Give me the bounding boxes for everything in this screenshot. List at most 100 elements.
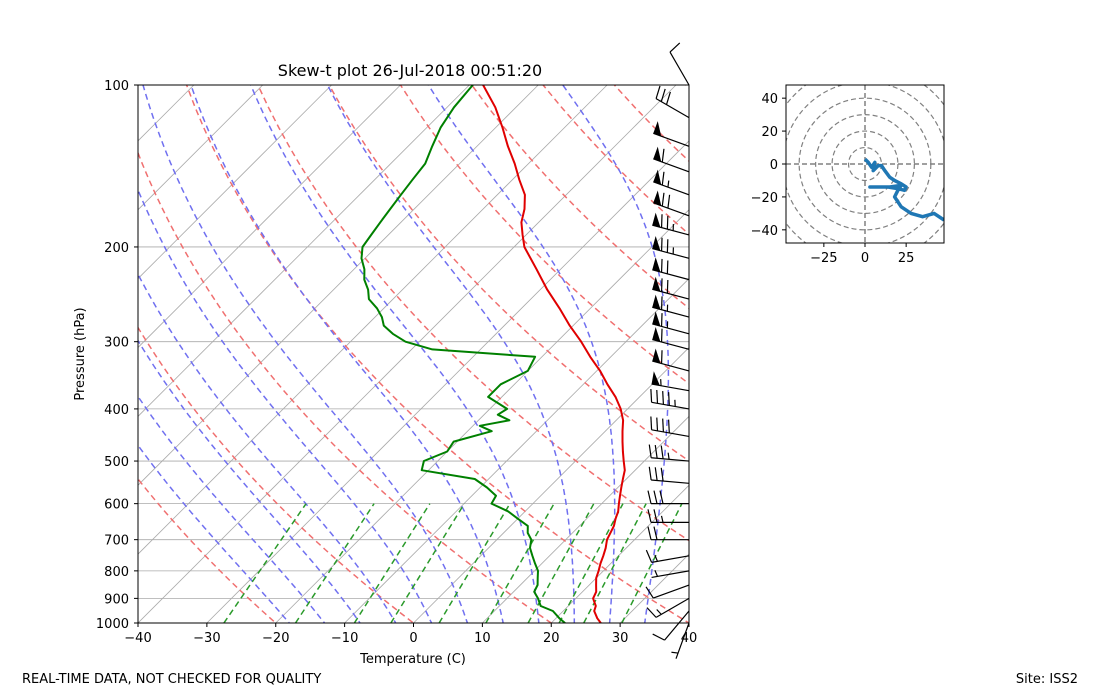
wind-barb bbox=[652, 348, 690, 372]
isotherm-line bbox=[275, 209, 689, 623]
barb-pennant bbox=[652, 326, 661, 342]
barb-half-feather bbox=[671, 651, 679, 654]
barb-full-feather bbox=[659, 490, 664, 504]
moist-adiabat bbox=[138, 444, 291, 623]
moist-adiabat bbox=[250, 85, 540, 623]
barb-half-feather bbox=[654, 570, 659, 577]
barb-full-feather bbox=[653, 490, 658, 504]
wind-barbs bbox=[645, 42, 690, 659]
barb-half-feather bbox=[660, 515, 664, 523]
barb-staff bbox=[653, 181, 690, 196]
quality-disclaimer: REAL-TIME DATA, NOT CHECKED FOR QUALITY bbox=[22, 672, 322, 687]
barb-staff bbox=[664, 610, 690, 641]
wind-barb bbox=[650, 416, 690, 438]
barb-full-feather bbox=[668, 392, 670, 406]
barb-full-feather bbox=[654, 444, 658, 459]
wind-barb bbox=[653, 121, 690, 147]
barb-half-feather bbox=[654, 554, 659, 562]
barb-pennant bbox=[653, 169, 662, 185]
dry-adiabat bbox=[138, 150, 553, 623]
chart-title: Skew-t plot 26-Jul-2018 00:51:20 bbox=[278, 61, 542, 80]
wind-barb bbox=[652, 235, 690, 259]
x-tick-label: 20 bbox=[543, 631, 560, 646]
barb-full-feather bbox=[648, 444, 652, 458]
barb-full-feather bbox=[661, 192, 665, 207]
barb-full-feather bbox=[656, 417, 659, 431]
wind-barb bbox=[651, 371, 690, 392]
wind-barb bbox=[645, 584, 690, 599]
barb-full-feather bbox=[646, 607, 657, 618]
mixing-ratio-line bbox=[621, 503, 683, 623]
y-tick-label: 600 bbox=[104, 498, 129, 513]
skewt-chart: Skew-t plot 26-Jul-2018 00:51:20 −40 −30 −… bbox=[73, 61, 697, 667]
wind-barb bbox=[646, 597, 690, 618]
barb-staff bbox=[652, 247, 690, 259]
mixing-ratio-line bbox=[223, 503, 307, 623]
barb-half-feather bbox=[667, 180, 670, 188]
moist-adiabat bbox=[142, 85, 469, 623]
barb-full-feather bbox=[645, 549, 653, 563]
barb-staff bbox=[651, 570, 690, 579]
moist-adiabat bbox=[138, 272, 397, 623]
isotherm-line bbox=[619, 553, 689, 623]
barb-full-feather bbox=[665, 91, 671, 105]
barb-pennant bbox=[652, 294, 661, 310]
barb-full-feather bbox=[647, 490, 652, 504]
y-tick-label: 300 bbox=[104, 336, 129, 351]
hodograph-x-tick-label: −25 bbox=[810, 251, 837, 266]
x-tick-label: 0 bbox=[409, 631, 417, 646]
y-tick-label: 200 bbox=[104, 241, 129, 256]
dry-adiabat bbox=[685, 85, 689, 90]
x-tick-label: −30 bbox=[193, 631, 220, 646]
barb-pennant bbox=[653, 190, 662, 206]
hodograph-ring bbox=[831, 130, 899, 198]
barb-full-feather bbox=[662, 391, 664, 405]
isotherm-line bbox=[138, 85, 264, 211]
y-tick-label: 700 bbox=[104, 534, 129, 549]
barb-staff bbox=[651, 555, 690, 563]
barb-full-feather bbox=[655, 85, 661, 99]
barb-full-feather bbox=[647, 526, 652, 540]
barb-full-feather bbox=[660, 445, 664, 459]
hodograph-frame bbox=[785, 84, 945, 244]
barb-pennant bbox=[652, 235, 661, 251]
barb-pennant bbox=[652, 348, 661, 364]
barb-pennant bbox=[652, 311, 661, 327]
barb-full-feather bbox=[661, 171, 665, 186]
wind-barb bbox=[647, 509, 689, 523]
moist-adiabat bbox=[562, 85, 670, 623]
barb-staff bbox=[651, 383, 690, 392]
barb-full-feather bbox=[654, 467, 658, 481]
hodograph-x-tick-label: 0 bbox=[861, 251, 869, 266]
barb-full-feather bbox=[660, 467, 664, 482]
hodograph-x-tick-label: 25 bbox=[898, 251, 915, 266]
barb-staff bbox=[655, 98, 690, 119]
moist-adiabat bbox=[427, 85, 616, 623]
wind-barb bbox=[671, 622, 690, 659]
barb-pennant bbox=[652, 257, 661, 272]
barb-staff bbox=[655, 597, 690, 618]
barb-full-feather bbox=[668, 419, 670, 433]
barb-full-feather bbox=[653, 509, 658, 523]
wind-barb bbox=[650, 388, 690, 410]
y-tick-label: 900 bbox=[104, 592, 129, 607]
barb-full-feather bbox=[656, 389, 659, 404]
wind-barb bbox=[652, 212, 690, 236]
hodograph-y-tick-label: 0 bbox=[770, 158, 778, 173]
barb-full-feather bbox=[648, 466, 652, 481]
mixing-ratio-line bbox=[390, 503, 465, 623]
dry-adiabat bbox=[257, 85, 689, 542]
dry-adiabat bbox=[399, 85, 689, 385]
x-tick-label: −40 bbox=[124, 631, 151, 646]
mixing-ratio-line bbox=[485, 503, 555, 623]
mixing-ratio-line bbox=[353, 503, 431, 623]
barb-staff bbox=[651, 457, 690, 462]
hodograph-y-tick-label: −40 bbox=[751, 224, 778, 239]
dry-adiabat bbox=[185, 85, 689, 623]
hodograph-y-tick-label: 40 bbox=[761, 92, 778, 107]
isotherm-line bbox=[138, 85, 539, 486]
wind-barb bbox=[652, 294, 690, 318]
moist-adiabat bbox=[190, 85, 504, 623]
moist-adiabat bbox=[326, 85, 576, 623]
